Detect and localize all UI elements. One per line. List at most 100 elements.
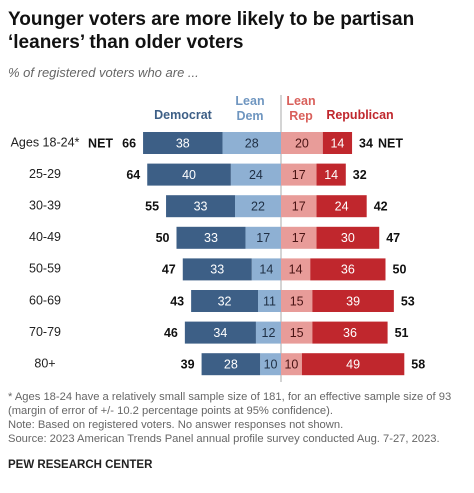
value-label: 14 — [259, 263, 273, 277]
bar-segment — [281, 290, 313, 312]
bar-segment — [222, 132, 281, 154]
value-label: 36 — [343, 326, 357, 340]
value-label: 15 — [290, 326, 304, 340]
net-value: 47 — [386, 231, 400, 245]
category-label: 50-59 — [29, 262, 61, 276]
value-label: 33 — [210, 263, 224, 277]
value-label: 33 — [204, 231, 218, 245]
net-value: 51 — [395, 326, 409, 340]
net-value: 53 — [401, 294, 415, 308]
value-label: 12 — [262, 326, 276, 340]
net-value: 34 — [359, 136, 373, 150]
chart-subtitle: % of registered voters who are ... — [8, 65, 199, 80]
notes: * Ages 18-24 have a relatively small sam… — [8, 390, 470, 446]
credit: PEW RESEARCH CENTER — [8, 459, 153, 471]
category-label: 40-49 — [29, 230, 61, 244]
value-label: 17 — [292, 231, 306, 245]
value-label: 34 — [213, 326, 227, 340]
net-label: NET — [88, 136, 113, 150]
value-label: 14 — [324, 168, 338, 182]
value-label: 38 — [176, 136, 190, 150]
bar-segment — [245, 226, 281, 249]
bar-segment — [310, 258, 386, 281]
bar-segment — [316, 163, 346, 186]
value-label: 30 — [341, 231, 355, 245]
net-value: 47 — [162, 263, 176, 277]
bar-segment — [281, 226, 317, 249]
legend-label: Lean Dem — [235, 94, 265, 123]
value-label: 17 — [292, 199, 306, 213]
chart-title: Younger voters are more likely to be par… — [8, 9, 415, 53]
value-label: 24 — [335, 199, 349, 213]
value-label: 17 — [256, 231, 270, 245]
bar-segment — [322, 132, 353, 154]
value-label: 15 — [290, 294, 304, 308]
bar-segment — [143, 132, 223, 154]
note: Source: 2023 American Trends Panel annua… — [8, 433, 440, 445]
bar-segment — [201, 353, 261, 376]
category-label: Ages 18-24* — [11, 135, 80, 149]
bar-segment — [260, 353, 281, 376]
value-label: 14 — [289, 263, 303, 277]
net-value: 50 — [156, 231, 170, 245]
value-label: 49 — [346, 357, 360, 371]
bar-segment — [191, 290, 259, 312]
net-value: 64 — [126, 168, 140, 182]
bar-segment — [316, 226, 380, 249]
bar-segment — [176, 226, 246, 249]
bar-segment — [281, 353, 302, 376]
bar-segment — [230, 163, 281, 186]
bar-segment — [316, 195, 367, 218]
bar-segment — [281, 195, 317, 218]
net-value: 66 — [122, 136, 136, 150]
net-value: 32 — [353, 168, 367, 182]
category-label: 70-79 — [29, 325, 61, 339]
legend-label: Democrat — [154, 108, 212, 122]
value-label: 28 — [224, 357, 238, 371]
category-label: 60-69 — [29, 293, 61, 307]
legend-label: Lean Rep — [286, 94, 316, 123]
bar-segment — [301, 353, 405, 376]
value-label: 40 — [182, 168, 196, 182]
bar-segment — [255, 321, 281, 344]
value-label: 39 — [346, 294, 360, 308]
net-value: 55 — [145, 199, 159, 213]
category-label: 30-39 — [29, 198, 61, 212]
bar-segment — [184, 321, 256, 344]
category-label: 80+ — [34, 356, 55, 370]
value-label: 36 — [341, 263, 355, 277]
bar-segment — [235, 195, 281, 218]
value-label: 22 — [251, 199, 265, 213]
value-label: 11 — [263, 294, 276, 308]
value-label: 14 — [330, 136, 344, 150]
bar-segment — [312, 321, 388, 344]
value-label: 24 — [249, 168, 263, 182]
net-value: 46 — [164, 326, 178, 340]
value-label: 10 — [264, 357, 278, 371]
bar-segment — [281, 258, 311, 281]
bar-segment — [258, 290, 281, 312]
net-value: 39 — [181, 357, 195, 371]
net-value: 43 — [170, 294, 184, 308]
bar-segment — [281, 163, 317, 186]
net-value: 58 — [411, 357, 425, 371]
value-label: 10 — [284, 357, 298, 371]
value-label: 17 — [292, 168, 306, 182]
bar-segment — [251, 258, 281, 281]
note: Note: Based on registered voters. No ans… — [8, 419, 344, 431]
net-label: NET — [378, 136, 403, 150]
value-label: 33 — [194, 199, 208, 213]
value-label: 20 — [295, 136, 309, 150]
bar-segment — [281, 132, 323, 154]
value-label: 28 — [245, 136, 259, 150]
bar-segment — [166, 195, 236, 218]
legend-label: Republican — [326, 108, 394, 122]
bar-segment — [281, 321, 313, 344]
bar-segment — [147, 163, 231, 186]
value-label: 32 — [218, 294, 232, 308]
category-label: 25-29 — [29, 167, 61, 181]
bar-segment — [312, 290, 394, 312]
note: * Ages 18-24 have a relatively small sam… — [8, 391, 452, 417]
